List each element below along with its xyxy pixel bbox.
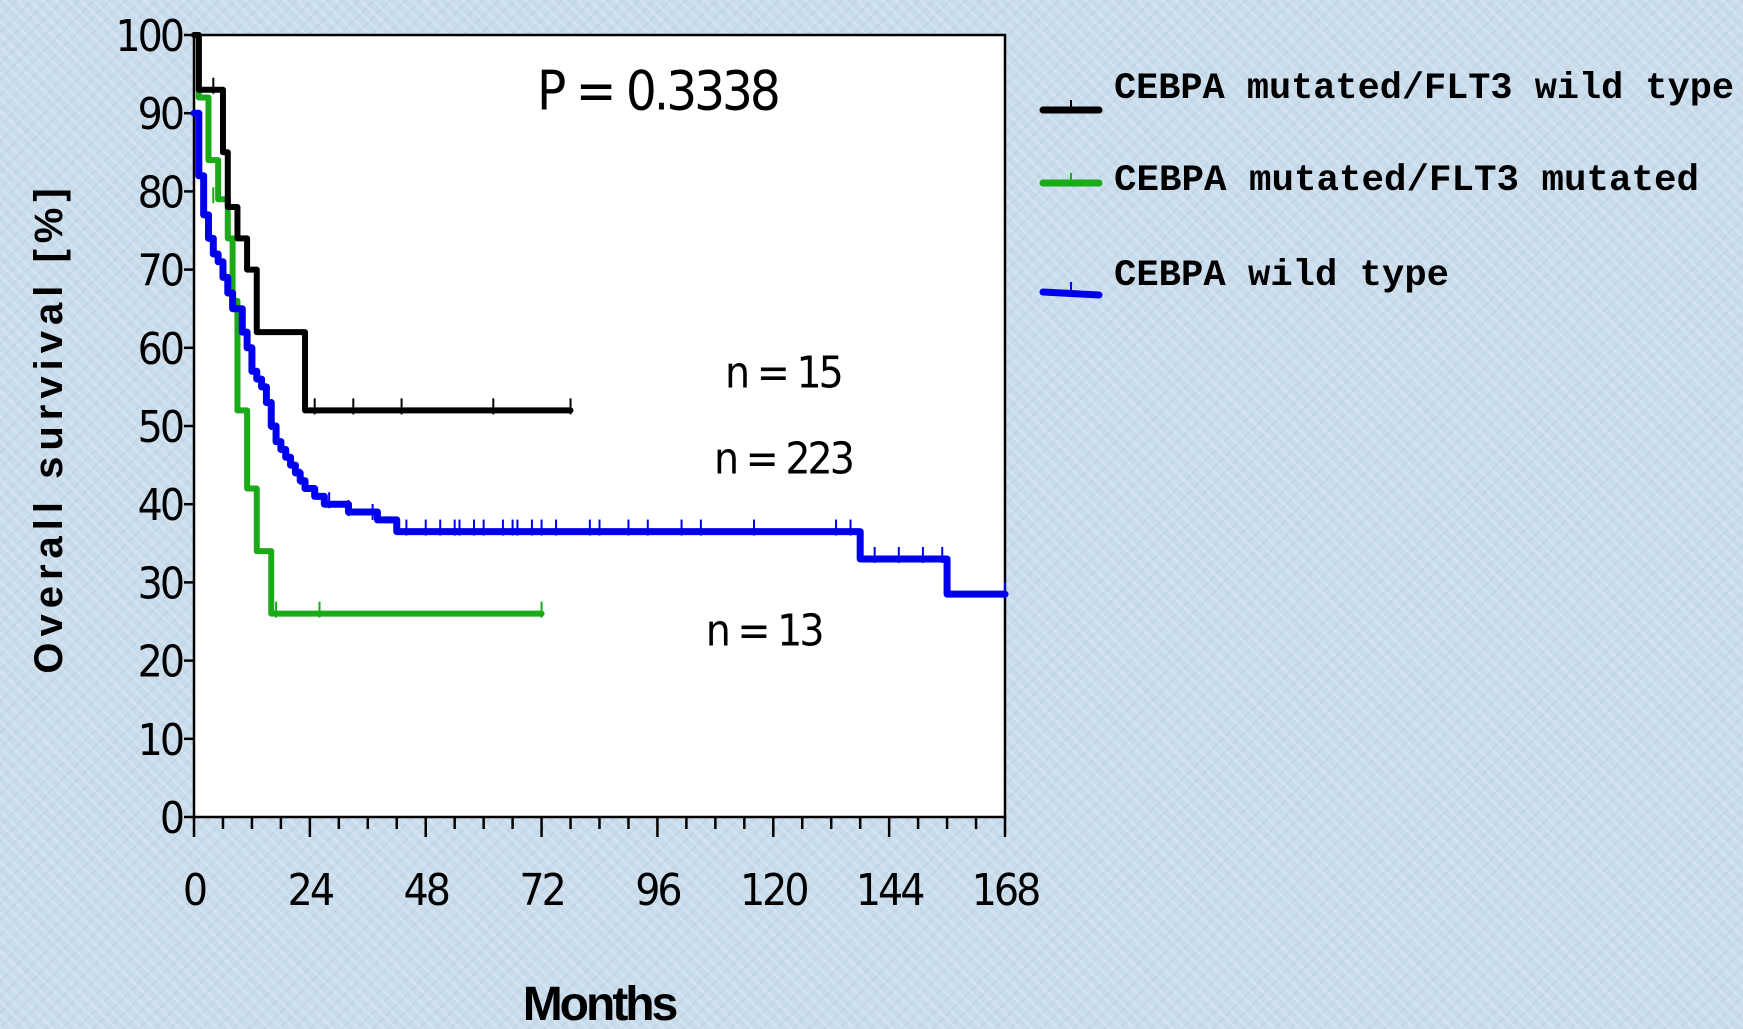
x-tick-label: 144 [856, 865, 923, 916]
annotation-label: n = 15 [725, 347, 841, 398]
x-axis: 0 24 48 72 96 120 144 168 [183, 817, 1042, 916]
y-tick-label: 90 [138, 89, 183, 140]
series-line [191, 32, 574, 414]
y-tick-label: 30 [138, 558, 183, 609]
y-tick-label: 70 [138, 246, 183, 297]
x-tick-label: 120 [740, 865, 807, 916]
y-tick-label: 50 [138, 402, 183, 453]
x-tick-label: 0 [183, 865, 206, 916]
x-tick-label: 168 [972, 865, 1039, 916]
legend-label: CEBPA mutated/FLT3 mutated [1114, 160, 1699, 202]
plot-area [192, 33, 1007, 819]
y-axis: 0 10 20 30 40 50 60 70 80 90 100 [115, 11, 194, 844]
x-tick-label: 72 [519, 865, 563, 916]
y-tick-label: 0 [160, 793, 183, 844]
series-line [191, 32, 545, 617]
y-tick-label: 80 [138, 167, 183, 218]
series-layer [190, 32, 1009, 618]
annotation-label: P = 0.3338 [537, 60, 778, 123]
x-tick-label: 24 [288, 865, 333, 916]
series-line [190, 109, 1009, 598]
x-axis-label: Months [523, 978, 677, 1029]
y-tick-label: 60 [138, 324, 183, 375]
y-axis-label: Overall survival [%] [27, 182, 71, 673]
x-tick-label: 96 [635, 865, 680, 916]
y-tick-label: 40 [138, 480, 183, 531]
y-tick-label: 20 [138, 637, 183, 688]
legend-label: CEBPA mutated/FLT3 wild type [1114, 68, 1734, 110]
legend-label: CEBPA wild type [1114, 255, 1449, 297]
legend: CEBPA mutated/FLT3 wild type CEBPA mutate… [1039, 68, 1734, 299]
legend-swatch [1039, 288, 1103, 299]
annotation-label: n = 223 [714, 433, 853, 484]
y-tick-label: 10 [138, 715, 183, 766]
annotation-label: n = 13 [706, 605, 823, 656]
y-tick-label: 100 [115, 11, 182, 62]
x-tick-label: 48 [404, 865, 449, 916]
annotations: P = 0.3338 n = 15 n = 223 n = 13 [537, 60, 856, 657]
